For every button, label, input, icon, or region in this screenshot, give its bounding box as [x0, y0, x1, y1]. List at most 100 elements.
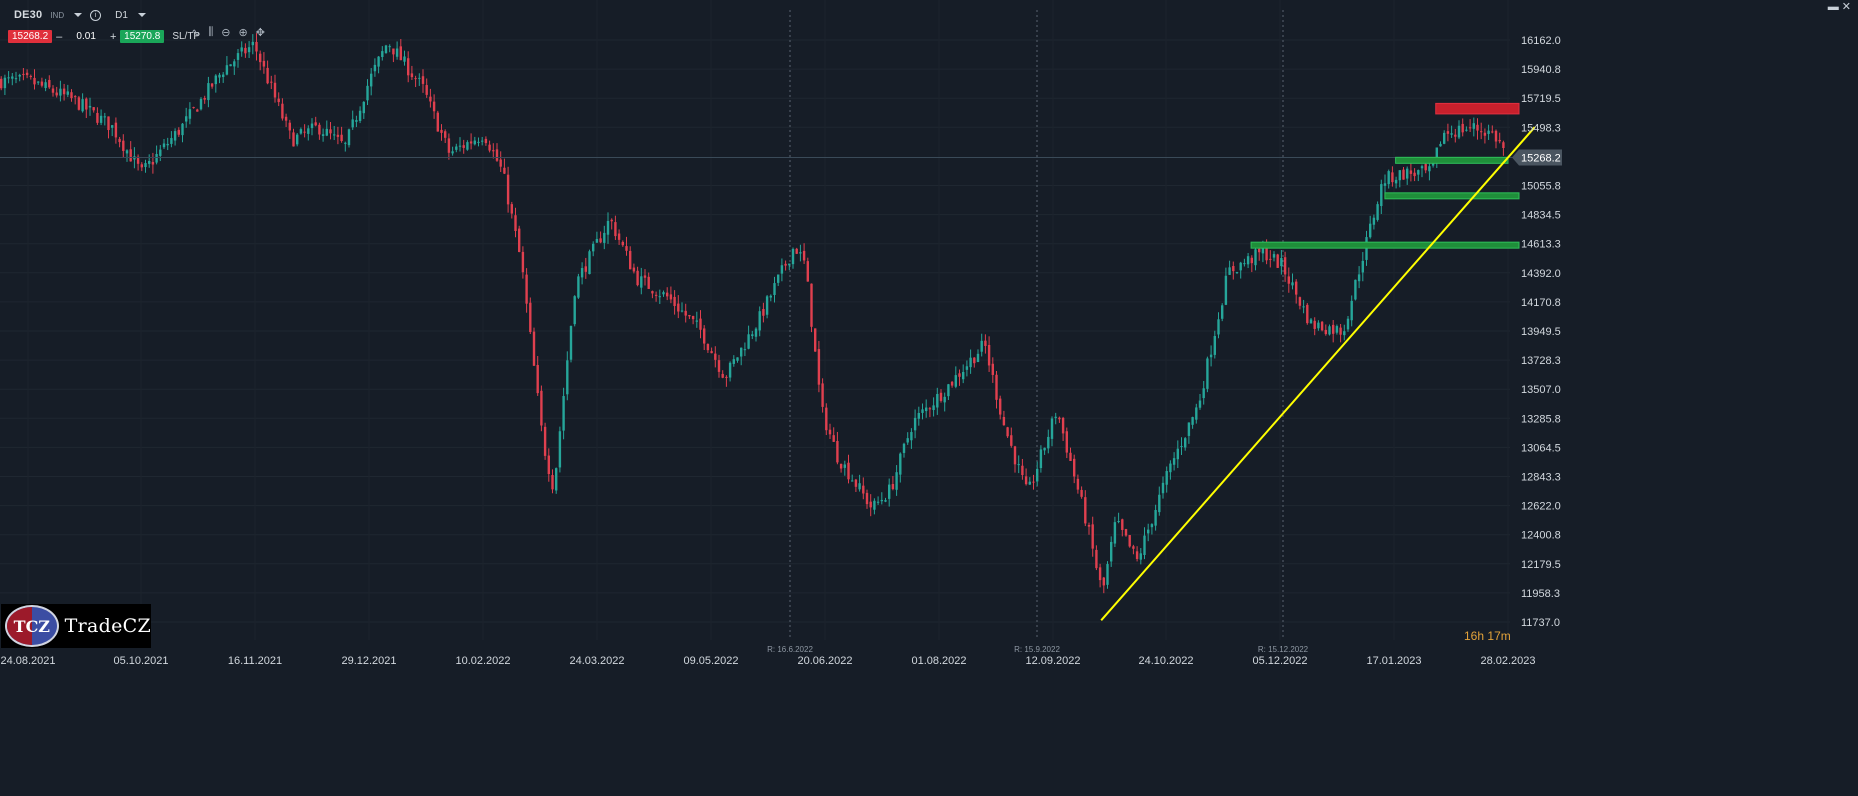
crosshair-icon[interactable]: ✥ [255, 27, 265, 39]
candle-body [314, 122, 317, 126]
candle-body [210, 83, 214, 87]
candle-body [366, 85, 369, 101]
candle-body [425, 85, 428, 95]
candle-body [421, 76, 425, 84]
candle-body [1135, 551, 1139, 559]
indicators-icon[interactable]: ⫼ [208, 26, 214, 38]
candle-body [451, 151, 454, 154]
close-icon[interactable]: ✕ [1841, 1, 1854, 13]
candle-body [1161, 482, 1165, 494]
candle-body [518, 228, 521, 252]
candle-body [540, 390, 543, 426]
candle-body [288, 122, 291, 131]
candle-body [869, 501, 872, 508]
candle-body [218, 74, 221, 78]
candle-body [1246, 256, 1250, 265]
trendline [1100, 126, 1536, 621]
candle-body [344, 142, 347, 144]
x-tick-label: 24.03.2022 [569, 655, 624, 667]
increase-qty-button[interactable]: + [109, 30, 117, 43]
candle-body [1417, 170, 1420, 175]
candle-body [521, 251, 525, 273]
chevron-down-icon[interactable] [137, 13, 146, 17]
candle-body [751, 334, 754, 337]
candle-body [70, 92, 73, 99]
candle-body [595, 238, 599, 243]
candle-body [1369, 223, 1372, 238]
candle-body [1298, 297, 1302, 306]
candle-body [714, 353, 717, 360]
candle-body [691, 316, 695, 320]
candle-body [203, 98, 206, 100]
candle-body [1324, 329, 1327, 335]
candle-body [273, 82, 277, 98]
candle-body [1206, 358, 1209, 389]
candle-body [910, 432, 913, 441]
candle-body [1191, 417, 1194, 425]
sell-button[interactable]: 15268.2 [8, 30, 53, 43]
candle-body [177, 129, 180, 135]
timeframe-select[interactable]: D1 [115, 9, 128, 21]
candle-body [1224, 275, 1228, 305]
candle-body [185, 116, 188, 122]
candle-body [1487, 130, 1490, 134]
candle-body [166, 143, 169, 146]
candle-body [1283, 257, 1287, 275]
candle-body [862, 485, 865, 494]
candle-body [987, 344, 991, 366]
candle-body [1398, 170, 1401, 181]
candle-body [1050, 418, 1054, 439]
candle-body [1117, 520, 1120, 522]
sltp-button[interactable]: SL/TP [172, 31, 201, 42]
candle-body [233, 61, 236, 67]
candle-body [11, 76, 14, 79]
candle-body [1280, 258, 1283, 267]
candle-body [1239, 262, 1242, 271]
candle-body [1439, 143, 1442, 147]
buy-button[interactable]: 15270.8 [120, 30, 165, 43]
candle-body [936, 394, 939, 408]
candle-body [1058, 417, 1061, 420]
candle-body [743, 349, 747, 351]
candle-body [340, 134, 343, 142]
candle-body [1084, 497, 1087, 524]
candle-body [1272, 254, 1276, 258]
candle-body [1261, 248, 1265, 254]
candle-body [947, 384, 950, 397]
candle-body [1128, 535, 1131, 547]
symbol-name[interactable]: DE30 [14, 9, 43, 21]
candle-body [410, 73, 414, 78]
candle-body [806, 261, 809, 282]
candle-body [584, 266, 587, 272]
decrease-qty-button[interactable]: – [56, 30, 63, 43]
quantity-input[interactable]: 0.01 [76, 31, 96, 42]
candle-body [836, 440, 839, 463]
candle-body [477, 141, 480, 143]
candle-body [1258, 248, 1261, 253]
candle-body [754, 328, 758, 337]
candle-body [240, 47, 243, 52]
chart-tools: ∿ ⫼ ⊖ ⊕ ✥ [191, 26, 265, 39]
line-chart-icon[interactable]: ∿ [191, 27, 201, 39]
candle-body [562, 396, 565, 431]
maximize-icon[interactable]: ▬ [1827, 1, 1842, 13]
chevron-down-icon[interactable] [74, 13, 83, 17]
candle-body [784, 263, 787, 266]
candle-body [991, 363, 994, 375]
candle-body [484, 138, 488, 144]
candle-body [684, 310, 687, 316]
zoom-out-icon[interactable]: ⊖ [221, 27, 231, 39]
candle-body [455, 146, 458, 150]
candle-body [1502, 142, 1505, 149]
candle-body [307, 128, 310, 134]
candle-body [1295, 281, 1298, 295]
resistance-zone [1435, 102, 1520, 115]
candle-body [170, 138, 173, 144]
candle-body [939, 392, 943, 401]
candle-body [370, 73, 373, 87]
candle-body [717, 360, 721, 372]
zoom-in-icon[interactable]: ⊕ [238, 27, 248, 39]
info-icon[interactable]: i [90, 9, 102, 21]
candle-body [588, 251, 591, 275]
